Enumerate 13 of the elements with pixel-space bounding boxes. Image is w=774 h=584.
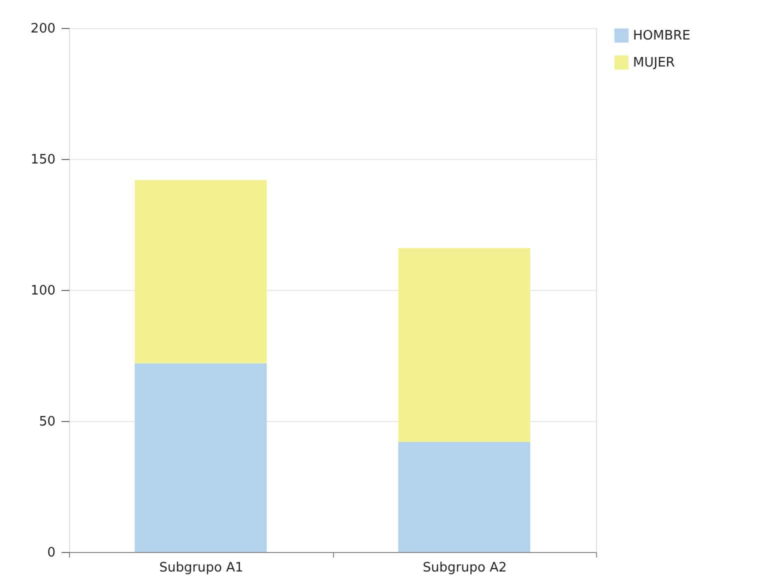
legend-label: HOMBRE xyxy=(633,28,690,44)
bar xyxy=(134,363,267,552)
x-tick-label: Subgrupo A1 xyxy=(159,560,244,576)
y-tick-label: 100 xyxy=(30,284,56,298)
legend-label: MUJER xyxy=(633,56,675,70)
y-tick-label: 200 xyxy=(30,22,56,36)
y-tick-label: 50 xyxy=(38,414,56,430)
bar xyxy=(134,180,267,364)
y-tick-label: 0 xyxy=(47,546,56,560)
bar xyxy=(398,248,530,442)
y-tick-label: 150 xyxy=(30,152,56,168)
bar xyxy=(398,442,530,552)
x-tick-label: Subgrupo A2 xyxy=(422,560,507,576)
